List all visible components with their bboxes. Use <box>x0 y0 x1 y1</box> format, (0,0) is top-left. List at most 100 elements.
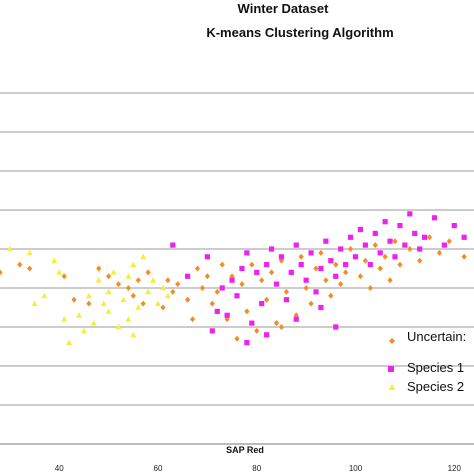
point-species-1 <box>268 246 275 252</box>
point-uncertain <box>249 261 255 268</box>
point-species-1 <box>362 242 368 248</box>
point-species-1 <box>412 230 418 236</box>
point-uncertain <box>219 261 225 268</box>
point-species-1 <box>254 269 260 275</box>
point-species-2 <box>130 331 137 338</box>
point-uncertain <box>145 269 151 276</box>
point-species-2 <box>80 327 87 334</box>
point-species-1 <box>288 269 294 275</box>
point-species-2 <box>76 312 82 318</box>
data-points <box>0 211 467 346</box>
point-uncertain <box>333 261 339 268</box>
point-uncertain <box>61 273 67 280</box>
legend: Uncertain: Species 1 Species 2 <box>388 329 466 394</box>
point-species-2 <box>110 269 117 275</box>
point-species-2 <box>31 300 38 306</box>
point-species-2 <box>41 292 48 299</box>
legend-label-uncertain: Uncertain: <box>407 329 466 344</box>
point-species-1 <box>451 223 457 229</box>
point-species-2 <box>155 300 161 306</box>
point-species-1 <box>224 312 230 318</box>
point-uncertain <box>27 265 33 272</box>
point-species-1 <box>343 262 349 268</box>
point-species-1 <box>431 215 438 221</box>
point-species-1 <box>347 234 354 240</box>
point-species-2 <box>95 277 102 283</box>
point-species-1 <box>328 258 334 264</box>
point-uncertain <box>170 288 176 295</box>
point-species-1 <box>323 238 329 244</box>
point-uncertain <box>347 246 354 252</box>
point-uncertain <box>303 285 309 291</box>
point-uncertain <box>17 261 23 268</box>
point-species-1 <box>382 219 388 225</box>
point-uncertain <box>367 285 373 291</box>
point-species-1 <box>239 265 245 272</box>
point-species-1 <box>283 297 289 303</box>
point-uncertain <box>313 265 319 272</box>
point-species-1 <box>333 324 339 330</box>
point-uncertain <box>392 238 398 245</box>
point-species-2 <box>6 245 13 252</box>
point-species-1 <box>402 242 408 248</box>
point-uncertain <box>461 253 467 260</box>
legend-item-species-1: Species 1 <box>388 360 464 375</box>
point-uncertain <box>298 253 304 260</box>
point-uncertain <box>372 242 378 249</box>
point-species-2 <box>56 269 63 275</box>
legend-label-species-2: Species 2 <box>407 379 464 394</box>
x-tick-label: 100 <box>349 464 363 473</box>
point-species-1 <box>273 281 280 287</box>
point-species-1 <box>229 277 235 283</box>
x-tick-label: 60 <box>154 464 163 473</box>
chart-subtitle: K-means Clustering Algorithm <box>206 25 393 40</box>
point-uncertain <box>273 320 280 327</box>
point-uncertain <box>382 253 388 260</box>
point-uncertain <box>140 300 146 307</box>
point-uncertain <box>175 281 181 288</box>
point-species-2 <box>120 296 127 303</box>
point-species-1 <box>417 246 423 252</box>
gridlines <box>0 92 474 445</box>
point-uncertain <box>436 249 443 256</box>
point-species-1 <box>352 254 359 260</box>
point-uncertain <box>264 296 270 303</box>
point-uncertain <box>135 277 141 284</box>
point-species-2 <box>26 249 33 256</box>
point-uncertain <box>318 249 324 256</box>
legend-marker-uncertain <box>389 338 395 344</box>
legend-item-uncertain: Uncertain: <box>389 329 466 344</box>
point-species-1 <box>313 289 319 295</box>
point-uncertain <box>259 277 265 284</box>
point-uncertain <box>130 292 136 299</box>
point-uncertain <box>254 327 260 334</box>
x-axis-label: SAP Red <box>226 445 264 455</box>
x-tick-label: 120 <box>448 464 462 473</box>
point-species-1 <box>303 277 309 283</box>
point-species-2 <box>159 284 166 291</box>
point-species-2 <box>115 323 122 330</box>
point-species-1 <box>392 254 398 260</box>
legend-marker-species-2 <box>388 384 396 390</box>
point-uncertain <box>96 265 102 272</box>
point-uncertain <box>71 296 77 303</box>
legend-marker-species-1 <box>388 366 394 372</box>
point-uncertain <box>278 324 285 330</box>
point-uncertain <box>417 257 423 264</box>
point-species-1 <box>318 304 324 311</box>
point-species-1 <box>244 250 250 256</box>
point-species-1 <box>377 250 383 256</box>
point-uncertain <box>397 261 403 268</box>
point-species-1 <box>234 293 240 299</box>
point-uncertain <box>189 316 196 323</box>
point-uncertain <box>308 300 314 307</box>
point-uncertain <box>239 281 245 288</box>
point-uncertain <box>160 304 166 311</box>
point-species-2 <box>51 257 58 264</box>
point-species-2 <box>145 288 152 295</box>
point-species-2 <box>66 339 73 345</box>
point-uncertain <box>199 285 206 291</box>
point-uncertain <box>387 277 393 284</box>
point-species-1 <box>367 262 373 268</box>
